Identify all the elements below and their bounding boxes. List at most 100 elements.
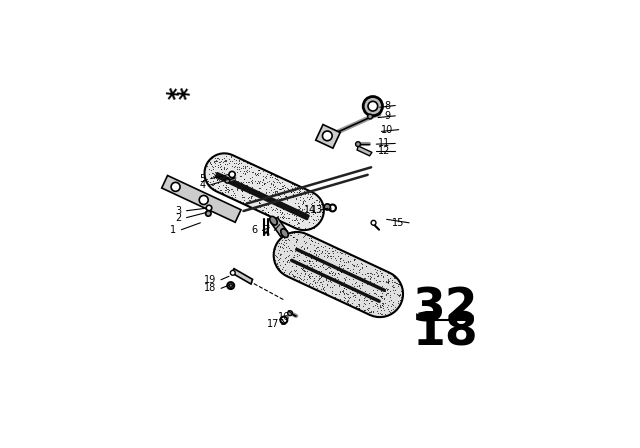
Circle shape <box>324 204 330 210</box>
Point <box>310 247 321 254</box>
Point <box>358 306 369 313</box>
Point <box>332 273 342 280</box>
Point <box>371 283 381 290</box>
Point <box>275 250 285 258</box>
Point <box>304 260 314 267</box>
Point <box>287 192 298 199</box>
Point <box>266 180 276 187</box>
Point <box>307 272 317 279</box>
Point <box>342 290 353 297</box>
Point <box>297 200 307 207</box>
Point <box>303 250 313 258</box>
Point <box>240 171 250 178</box>
Point <box>383 279 393 286</box>
Point <box>384 307 394 314</box>
Point <box>381 284 391 292</box>
Point <box>324 270 335 277</box>
Point <box>274 239 284 246</box>
Point <box>334 291 344 298</box>
Point <box>221 165 232 172</box>
Point <box>338 287 348 294</box>
Point <box>282 197 292 204</box>
Point <box>244 167 254 174</box>
Point <box>277 185 287 192</box>
Point <box>342 283 353 290</box>
Point <box>221 158 232 165</box>
Point <box>221 153 231 160</box>
Point <box>282 195 292 202</box>
Point <box>292 218 303 225</box>
Point <box>228 187 238 194</box>
Point <box>237 163 248 170</box>
Point <box>211 158 221 165</box>
Point <box>327 284 337 291</box>
Point <box>347 299 357 306</box>
Point <box>258 190 268 198</box>
Point <box>372 295 383 302</box>
Point <box>303 213 313 220</box>
Point <box>348 290 358 297</box>
Point <box>291 260 301 267</box>
Point <box>363 269 373 276</box>
Point <box>213 180 223 187</box>
Point <box>339 275 349 282</box>
Point <box>232 181 243 188</box>
Point <box>389 289 399 296</box>
Point <box>243 178 253 185</box>
Point <box>365 309 375 316</box>
Point <box>298 265 308 272</box>
Point <box>330 254 340 262</box>
Point <box>307 194 317 201</box>
Point <box>246 177 257 184</box>
Point <box>371 279 381 286</box>
Point <box>285 269 296 276</box>
Point <box>377 289 387 297</box>
Point <box>225 154 236 161</box>
Point <box>281 236 291 243</box>
Point <box>275 243 285 250</box>
Point <box>276 240 287 247</box>
Point <box>328 247 339 254</box>
Point <box>212 157 222 164</box>
Point <box>358 277 369 284</box>
Point <box>202 177 212 185</box>
Point <box>284 244 294 251</box>
Point <box>298 217 308 224</box>
Point <box>361 262 371 269</box>
Point <box>324 265 335 272</box>
Point <box>308 262 319 269</box>
Point <box>322 247 332 254</box>
Point <box>305 234 316 241</box>
Circle shape <box>323 131 332 141</box>
Point <box>334 260 344 267</box>
Point <box>380 299 390 306</box>
Point <box>394 292 404 299</box>
Point <box>270 174 280 181</box>
Point <box>316 278 326 285</box>
Point <box>262 194 272 201</box>
Point <box>275 266 285 273</box>
Point <box>348 293 358 300</box>
Point <box>255 195 265 202</box>
Point <box>208 184 218 191</box>
Point <box>378 299 388 306</box>
Point <box>283 185 293 193</box>
Point <box>299 210 309 217</box>
Point <box>356 271 367 278</box>
Point <box>282 258 292 265</box>
Point <box>212 162 223 169</box>
Point <box>344 264 354 271</box>
Text: 10: 10 <box>381 125 394 135</box>
Point <box>280 193 290 200</box>
Point <box>290 216 300 223</box>
Point <box>278 247 289 254</box>
Point <box>278 212 289 220</box>
Point <box>298 229 308 237</box>
Point <box>221 185 231 192</box>
Point <box>327 261 337 268</box>
Point <box>357 280 367 287</box>
Point <box>230 177 240 184</box>
Point <box>210 185 220 193</box>
Point <box>372 283 382 290</box>
Point <box>295 212 305 220</box>
